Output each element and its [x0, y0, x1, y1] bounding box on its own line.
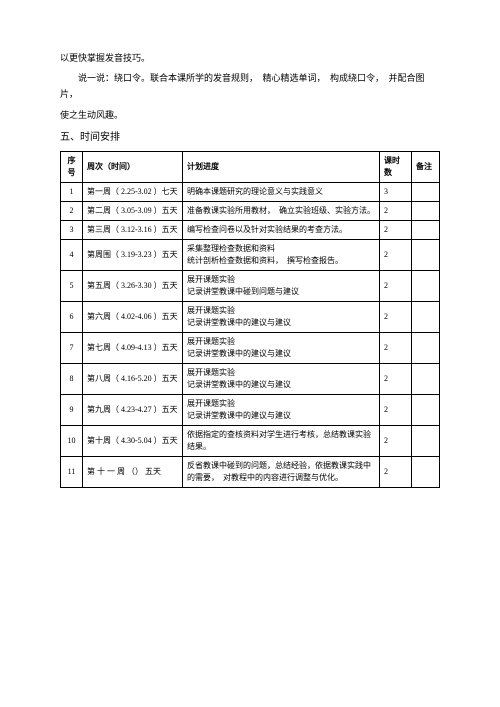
cell-seq: 4 [61, 239, 83, 270]
cell-remark [412, 394, 440, 425]
cell-progress: 依据指定的查核资料对学生进行考核，总结教课实验结果。 [183, 425, 380, 456]
table-header-row: 序号 周次（时间） 计划进度 课时数 备注 [61, 151, 440, 182]
cell-period: 第七周（ 4.09-4.13 ）五天 [83, 332, 183, 363]
cell-period: 第一周（ 2.25-3.02 ）七天 [83, 182, 183, 201]
table-row: 6第六周（ 4.02-4.06 ）五天展开课题实验记录讲堂教课中的建议与建议2 [61, 301, 440, 332]
cell-progress: 采集整理检查数据和资料统计剖析检查数据和资料， 撰写检查报告。 [183, 239, 380, 270]
cell-hours: 2 [380, 301, 412, 332]
cell-seq: 9 [61, 394, 83, 425]
cell-seq: 1 [61, 182, 83, 201]
cell-hours: 2 [380, 332, 412, 363]
cell-progress: 展开课题实验记录讲堂教课中的建议与建议 [183, 394, 380, 425]
cell-remark [412, 182, 440, 201]
intro-line-1: 以更快掌握发音技巧。 [60, 50, 440, 66]
cell-progress: 展开课题实验记录讲堂教课中的建议与建议 [183, 363, 380, 394]
cell-hours: 2 [380, 394, 412, 425]
cell-remark [412, 239, 440, 270]
intro-line-2: 说一说：绕口令。联合本课所学的发音规则， 精心精选单词， 构成绕口令， 并配合图… [60, 70, 440, 102]
cell-period: 第 十 一 周 （） 五天 [83, 456, 183, 487]
header-progress: 计划进度 [183, 151, 380, 182]
table-row: 1第一周（ 2.25-3.02 ）七天明确本课题研究的理论意义与实践意义3 [61, 182, 440, 201]
cell-progress: 展开课题实验记录讲堂教课中的建议与建议 [183, 332, 380, 363]
table-row: 10第十周（ 4.30-5.04 ）五天依据指定的查核资料对学生进行考核，总结教… [61, 425, 440, 456]
table-row: 3第三周（ 3.12-3.16 ）五天编写检查问卷以及针对实验结果的考查方法。2 [61, 220, 440, 239]
cell-period: 第五周（ 3.26-3.30 ）五天 [83, 270, 183, 301]
cell-hours: 2 [380, 456, 412, 487]
cell-period: 第八周（ 4.16-5.20 ）五天 [83, 363, 183, 394]
cell-progress: 展开课题实验记录讲堂教课中碰到问题与建议 [183, 270, 380, 301]
header-hours: 课时数 [380, 151, 412, 182]
header-remark: 备注 [412, 151, 440, 182]
table-row: 2第二周（ 3.05-3.09 ）五天准备教课实验所用教材， 确立实验班级、实验… [61, 201, 440, 220]
cell-period: 第周围（ 3.19-3.23 ）五天 [83, 239, 183, 270]
section-title: 五、时间安排 [60, 129, 440, 147]
cell-remark [412, 425, 440, 456]
cell-seq: 2 [61, 201, 83, 220]
table-row: 5第五周（ 3.26-3.30 ）五天展开课题实验记录讲堂教课中碰到问题与建议2 [61, 270, 440, 301]
cell-remark [412, 363, 440, 394]
cell-hours: 2 [380, 270, 412, 301]
table-row: 4第周围（ 3.19-3.23 ）五天采集整理检查数据和资料统计剖析检查数据和资… [61, 239, 440, 270]
cell-remark [412, 301, 440, 332]
cell-hours: 2 [380, 220, 412, 239]
cell-seq: 6 [61, 301, 83, 332]
cell-remark [412, 270, 440, 301]
cell-remark [412, 220, 440, 239]
cell-progress: 展开课题实验记录讲堂教课中的建议与建议 [183, 301, 380, 332]
cell-progress: 明确本课题研究的理论意义与实践意义 [183, 182, 380, 201]
cell-remark [412, 201, 440, 220]
table-row: 11第 十 一 周 （） 五天反省教课中碰到的问题，总结经验，依据教课实践中的需… [61, 456, 440, 487]
cell-hours: 2 [380, 239, 412, 270]
table-body: 1第一周（ 2.25-3.02 ）七天明确本课题研究的理论意义与实践意义32第二… [61, 182, 440, 487]
table-row: 8第八周（ 4.16-5.20 ）五天展开课题实验记录讲堂教课中的建议与建议2 [61, 363, 440, 394]
table-row: 7第七周（ 4.09-4.13 ）五天展开课题实验记录讲堂教课中的建议与建议2 [61, 332, 440, 363]
cell-hours: 3 [380, 182, 412, 201]
table-row: 9第九周（ 4.23-4.27 ）五天展开课题实验记录讲堂教课中的建议与建议2 [61, 394, 440, 425]
cell-period: 第六周（ 4.02-4.06 ）五天 [83, 301, 183, 332]
header-period: 周次（时间） [83, 151, 183, 182]
cell-hours: 2 [380, 201, 412, 220]
cell-period: 第二周（ 3.05-3.09 ）五天 [83, 201, 183, 220]
cell-remark [412, 456, 440, 487]
cell-period: 第三周（ 3.12-3.16 ）五天 [83, 220, 183, 239]
cell-hours: 2 [380, 363, 412, 394]
cell-period: 第九周（ 4.23-4.27 ）五天 [83, 394, 183, 425]
header-seq: 序号 [61, 151, 83, 182]
cell-progress: 反省教课中碰到的问题，总结经验，依据教课实践中的需要， 对教程中的内容进行调整与… [183, 456, 380, 487]
cell-seq: 3 [61, 220, 83, 239]
cell-progress: 准备教课实验所用教材， 确立实验班级、实验方法。 [183, 201, 380, 220]
cell-seq: 5 [61, 270, 83, 301]
cell-seq: 11 [61, 456, 83, 487]
cell-progress: 编写检查问卷以及针对实验结果的考查方法。 [183, 220, 380, 239]
cell-hours: 2 [380, 425, 412, 456]
cell-seq: 10 [61, 425, 83, 456]
cell-remark [412, 332, 440, 363]
cell-seq: 7 [61, 332, 83, 363]
cell-period: 第十周（ 4.30-5.04 ）五天 [83, 425, 183, 456]
intro-line-3: 使之生动风趣。 [60, 107, 440, 123]
cell-seq: 8 [61, 363, 83, 394]
schedule-table: 序号 周次（时间） 计划进度 课时数 备注 1第一周（ 2.25-3.02 ）七… [60, 151, 440, 488]
